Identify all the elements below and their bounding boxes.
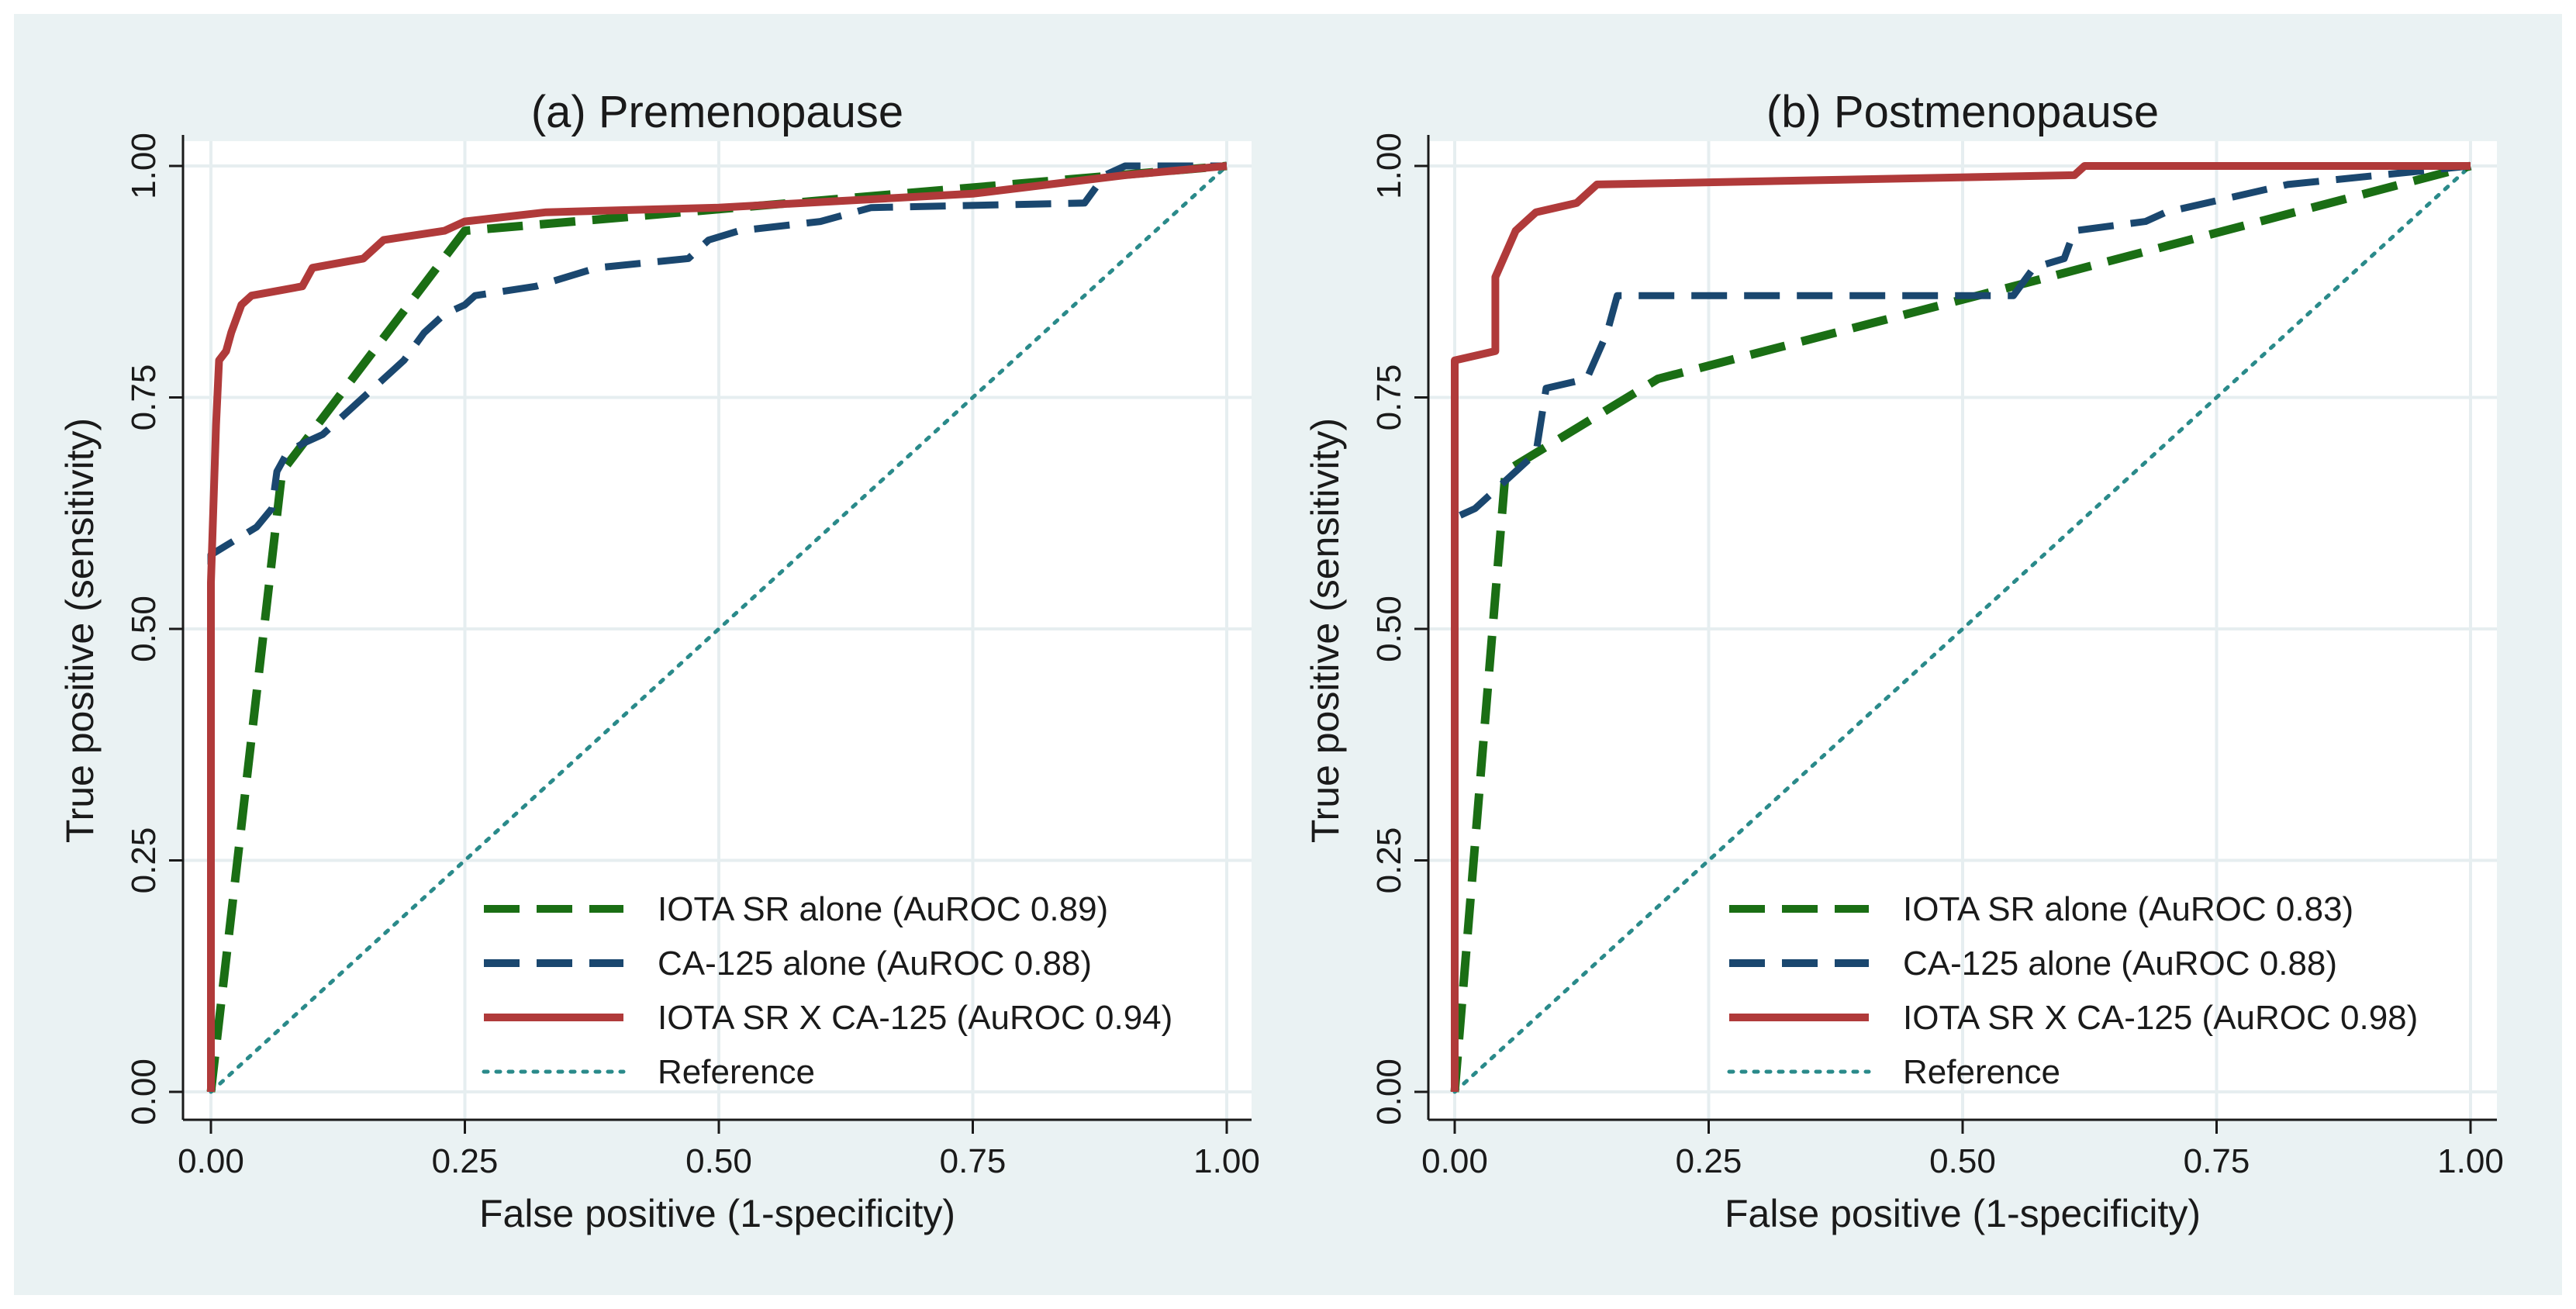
legend-entry-combined: IOTA SR X CA-125 (AuROC 0.98): [1729, 999, 2418, 1037]
legend-label-iota: IOTA SR alone (AuROC 0.89): [658, 890, 1108, 928]
series-line-reference: [1452, 164, 2473, 1094]
panel-postmenopause: 0.00 0.25 0.50 0.75 1.00 0.00 0.25 0.50 0.75 1.00…: [1304, 87, 2504, 1235]
y-tick-label: 0.25: [1370, 827, 1408, 894]
legend-entry-iota: IOTA SR alone (AuROC 0.83): [1729, 890, 2353, 928]
legend-entry-combined: IOTA SR X CA-125 (AuROC 0.94): [484, 999, 1172, 1037]
series-line-combined: [1451, 162, 2471, 1092]
axes: 0.00 0.25 0.50 0.75 1.00 0.00 0.25 0.50 0.75 1.00: [1370, 133, 2504, 1180]
y-tick-label: 1.00: [125, 133, 163, 199]
x-tick-label: 1.00: [1193, 1142, 1260, 1180]
y-axis-label: True positive (sensitivity): [58, 418, 102, 843]
legend-entry-ca125: CA-125 alone (AuROC 0.88): [484, 945, 1092, 983]
chart-title: (a) Premenopause: [531, 87, 903, 137]
y-tick-label: 0.50: [125, 596, 163, 662]
series-line-reference: [209, 164, 1229, 1094]
axes: 0.00 0.25 0.50 0.75 1.00 0.00 0.25 0.50 0.75 1.00: [125, 133, 1260, 1180]
x-tick-label: 0.75: [2184, 1142, 2250, 1180]
legend-label-ca125: CA-125 alone (AuROC 0.88): [658, 945, 1092, 983]
series-line-combined: [207, 162, 1228, 1092]
legend: IOTA SR alone (AuROC 0.83) CA-125 alone …: [1727, 890, 2418, 1091]
x-tick-label: 1.00: [2437, 1142, 2504, 1180]
y-tick-label: 0.25: [125, 827, 163, 894]
x-tick-label: 0.50: [1929, 1142, 1996, 1180]
y-tick-label: 1.00: [1370, 133, 1408, 199]
x-tick-label: 0.75: [940, 1142, 1007, 1180]
x-tick-label: 0.50: [685, 1142, 752, 1180]
legend-label-ca125: CA-125 alone (AuROC 0.88): [1903, 945, 2337, 983]
legend-entry-ca125: CA-125 alone (AuROC 0.88): [1729, 945, 2337, 983]
series-line-ca125: [1451, 162, 2471, 1092]
legend-label-combined: IOTA SR X CA-125 (AuROC 0.98): [1903, 999, 2418, 1037]
legend-label-combined: IOTA SR X CA-125 (AuROC 0.94): [658, 999, 1172, 1037]
legend-label-iota: IOTA SR alone (AuROC 0.83): [1903, 890, 2353, 928]
x-tick-label: 0.25: [1676, 1142, 1742, 1180]
legend-entry-reference: Reference: [482, 1053, 815, 1091]
series-lines: [1450, 161, 2473, 1094]
x-tick-label: 0.00: [178, 1142, 244, 1180]
x-axis-label: False positive (1-specificity): [1725, 1192, 2201, 1235]
legend-label-reference: Reference: [1903, 1053, 2060, 1091]
series-line-iota: [1450, 161, 2472, 1093]
x-tick-label: 0.25: [432, 1142, 499, 1180]
x-tick-label: 0.00: [1421, 1142, 1488, 1180]
panel-premenopause: 0.00 0.25 0.50 0.75 1.00 0.00 0.25 0.50 0.75 1.00…: [58, 87, 1260, 1235]
y-tick-label: 0.75: [125, 364, 163, 431]
legend-entry-reference: Reference: [1727, 1053, 2060, 1091]
legend: IOTA SR alone (AuROC 0.89) CA-125 alone …: [482, 890, 1172, 1091]
chart-title: (b) Postmenopause: [1766, 87, 2159, 137]
y-axis-label: True positive (sensitivity): [1304, 418, 1347, 843]
series-lines: [206, 161, 1229, 1094]
series-line-ca125: [207, 162, 1227, 1092]
y-tick-label: 0.00: [1370, 1059, 1408, 1125]
legend-label-reference: Reference: [658, 1053, 815, 1091]
y-tick-label: 0.00: [125, 1059, 163, 1125]
y-tick-label: 0.50: [1370, 596, 1408, 662]
x-axis-label: False positive (1-specificity): [479, 1192, 955, 1235]
legend-entry-iota: IOTA SR alone (AuROC 0.89): [484, 890, 1108, 928]
y-tick-label: 0.75: [1370, 364, 1408, 431]
